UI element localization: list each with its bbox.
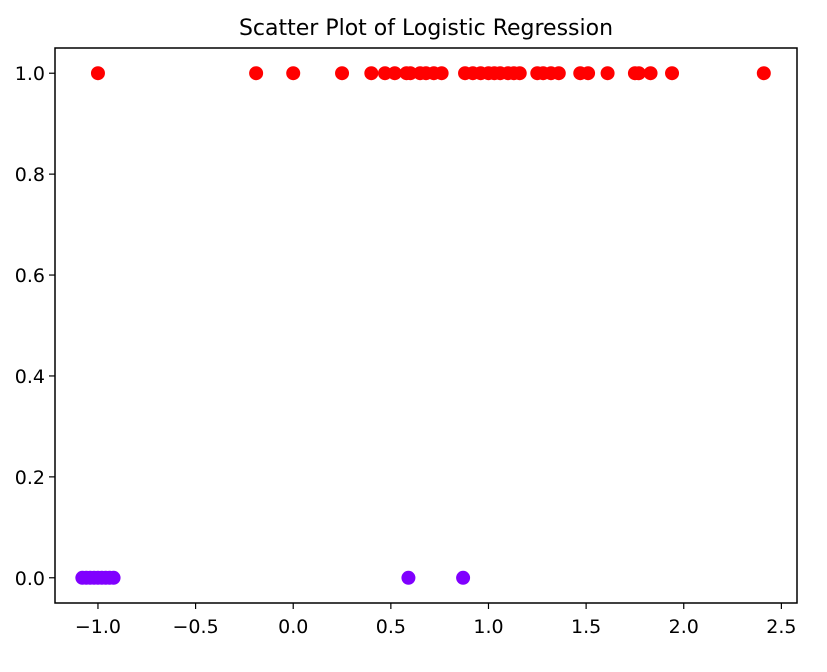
y-tick-label: 0.6 <box>15 265 45 287</box>
data-point-class-0 <box>106 570 121 585</box>
data-point-class-1 <box>600 66 615 81</box>
data-point-class-1 <box>631 66 646 81</box>
data-point-class-1 <box>286 66 301 81</box>
data-point-class-1 <box>551 66 566 81</box>
x-tick-label: 2.5 <box>766 616 796 638</box>
y-tick-label: 0.8 <box>15 164 45 186</box>
data-point-class-0 <box>456 570 471 585</box>
y-tick-label: 1.0 <box>15 63 45 85</box>
x-tick-label: −0.5 <box>173 616 219 638</box>
data-point-class-1 <box>403 66 418 81</box>
data-point-class-1 <box>581 66 596 81</box>
chart-title: Scatter Plot of Logistic Regression <box>239 16 613 41</box>
data-point-class-1 <box>665 66 680 81</box>
points-layer <box>75 66 771 585</box>
data-point-class-1 <box>643 66 658 81</box>
x-tick-label: 0.5 <box>376 616 406 638</box>
data-point-class-1 <box>249 66 264 81</box>
y-tick-label: 0.2 <box>15 467 45 489</box>
data-point-class-1 <box>335 66 350 81</box>
x-tick-label: 1.5 <box>571 616 601 638</box>
data-point-class-1 <box>756 66 771 81</box>
x-tick-label: 2.0 <box>669 616 699 638</box>
x-tick-label: −1.0 <box>75 616 121 638</box>
data-point-class-1 <box>364 66 379 81</box>
y-tick-label: 0.4 <box>15 366 45 388</box>
data-point-class-1 <box>387 66 402 81</box>
x-tick-label: 1.0 <box>473 616 503 638</box>
data-point-class-1 <box>512 66 527 81</box>
plot-frame <box>54 47 798 604</box>
data-point-class-1 <box>377 66 392 81</box>
data-point-class-1 <box>90 66 105 81</box>
x-tick-label: 0.0 <box>278 616 308 638</box>
y-tick-label: 0.0 <box>15 568 45 590</box>
data-point-class-0 <box>401 570 416 585</box>
data-point-class-1 <box>434 66 449 81</box>
axes-layer: −1.0 −0.5 0.0 0.5 1.0 1.5 2.0 2.5 0.0 0.2 0.4 0.6 0.… <box>15 47 798 638</box>
